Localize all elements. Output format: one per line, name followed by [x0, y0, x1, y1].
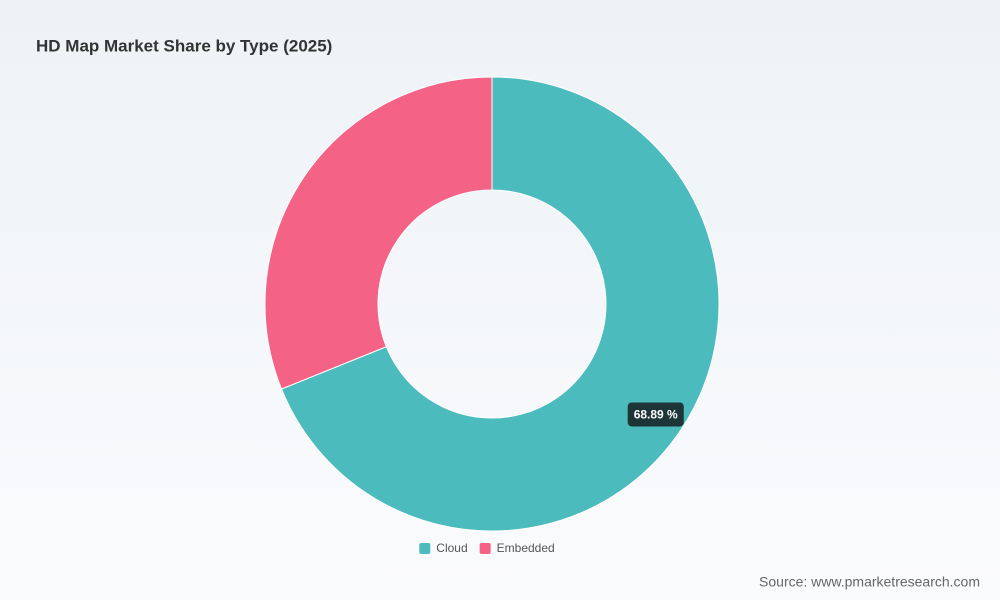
- data-label-text: 68.89 %: [634, 408, 678, 422]
- legend-swatch: [479, 543, 491, 554]
- donut-slice: [280, 76, 720, 532]
- legend-label: Cloud: [436, 541, 467, 555]
- data-label: 68.89 %: [627, 402, 684, 427]
- donut-slice: [264, 76, 493, 390]
- legend-label: Embedded: [497, 541, 555, 555]
- chart-title: HD Map Market Share by Type (2025): [36, 36, 332, 55]
- source: Source: www.pmarketresearch.com: [759, 574, 980, 590]
- legend: Cloud Embedded: [419, 541, 555, 555]
- legend-swatch: [419, 543, 431, 554]
- data-label-box: [627, 402, 684, 427]
